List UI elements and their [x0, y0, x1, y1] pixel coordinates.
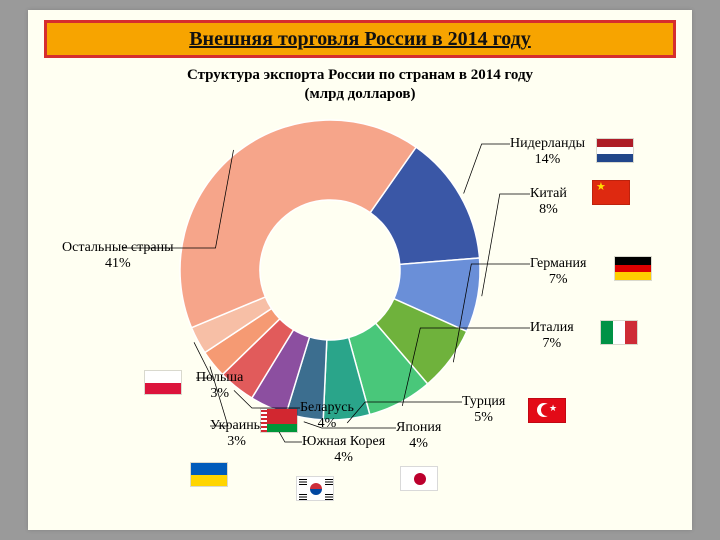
label-netherlands-text: Нидерланды — [510, 136, 585, 151]
flag-netherlands — [596, 138, 634, 163]
label-poland-text: Польша — [196, 370, 243, 385]
flag-poland — [144, 370, 182, 395]
label-netherlands: Нидерланды14% — [510, 136, 585, 168]
label-italy: Италия7% — [530, 320, 574, 352]
label-poland-pct: 3% — [210, 386, 229, 401]
label-ukraine-text: Украины — [210, 418, 263, 433]
flag-turkey: ★ — [528, 398, 566, 423]
label-others-pct: 41% — [105, 256, 131, 271]
label-italy-text: Италия — [530, 320, 574, 335]
label-turkey-text: Турция — [462, 394, 505, 409]
label-skorea-pct: 4% — [334, 450, 353, 465]
label-germany-text: Германия — [530, 256, 586, 271]
flag-belarus — [260, 408, 298, 433]
flag-skorea — [296, 476, 334, 501]
label-germany: Германия7% — [530, 256, 586, 288]
flag-japan — [400, 466, 438, 491]
label-ukraine-pct: 3% — [227, 434, 246, 449]
label-italy-pct: 7% — [542, 336, 561, 351]
slice-others — [180, 120, 416, 328]
title-bar: Внешняя торговля России в 2014 году — [44, 20, 676, 58]
label-belarus-text: Беларусь — [300, 400, 354, 415]
chart-title-line2: (млрд долларов) — [305, 86, 416, 102]
flag-china: ★ — [592, 180, 630, 205]
label-germany-pct: 7% — [549, 272, 568, 287]
label-poland: Польша3% — [196, 370, 243, 402]
chart-title: Структура экспорта России по странам в 2… — [0, 66, 720, 104]
label-turkey-pct: 5% — [474, 410, 493, 425]
label-belarus: Беларусь4% — [300, 400, 354, 432]
label-ukraine: Украины3% — [210, 418, 263, 450]
label-skorea-text: Южная Корея — [302, 434, 385, 449]
label-netherlands-pct: 14% — [535, 152, 561, 167]
label-japan-text: Япония — [396, 420, 441, 435]
label-turkey: Турция5% — [462, 394, 505, 426]
flag-ukraine — [190, 462, 228, 487]
label-others: Остальные страны41% — [62, 240, 174, 272]
flag-germany — [614, 256, 652, 281]
label-china: Китай8% — [530, 186, 567, 218]
label-others-text: Остальные страны — [62, 240, 174, 255]
chart-title-line1: Структура экспорта России по странам в 2… — [187, 67, 533, 83]
label-skorea: Южная Корея4% — [302, 434, 385, 466]
label-japan-pct: 4% — [409, 436, 428, 451]
label-china-pct: 8% — [539, 202, 558, 217]
label-china-text: Китай — [530, 186, 567, 201]
flag-italy — [600, 320, 638, 345]
page-title: Внешняя торговля России в 2014 году — [189, 28, 531, 51]
label-japan: Япония4% — [396, 420, 441, 452]
label-belarus-pct: 4% — [318, 416, 337, 431]
